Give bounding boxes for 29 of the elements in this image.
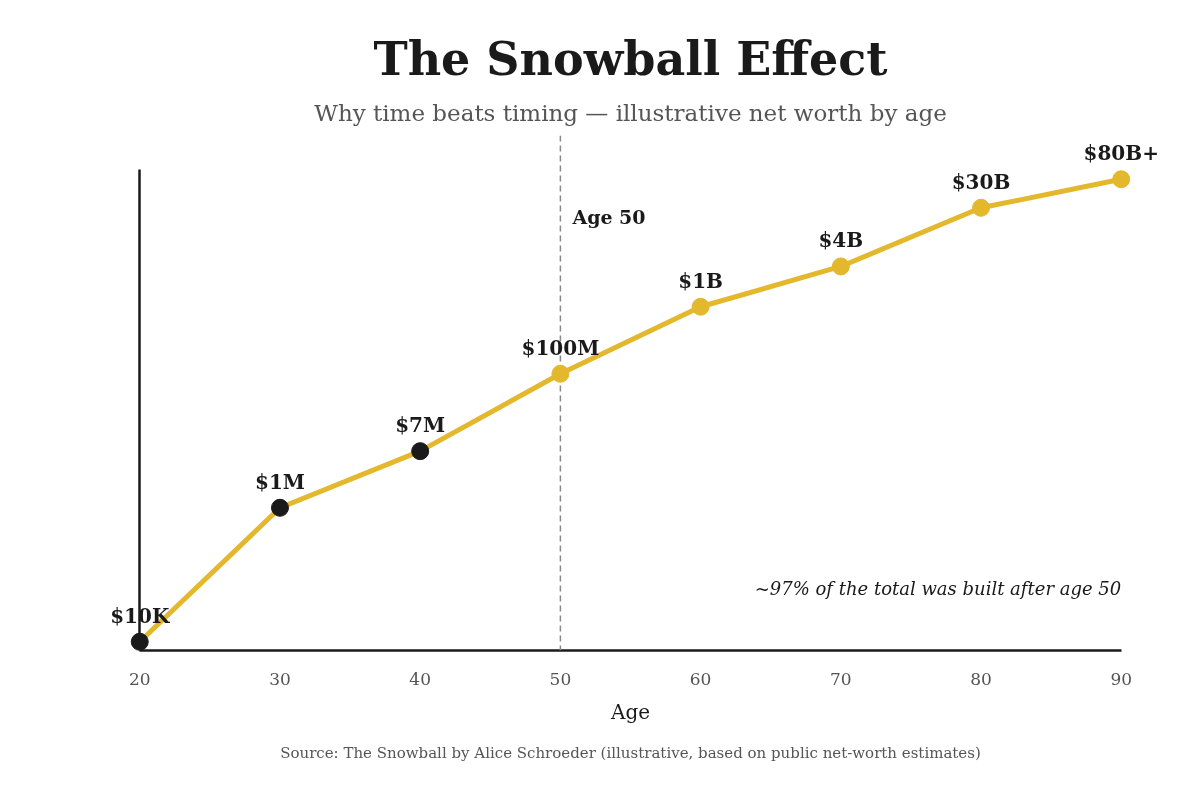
chart-subtitle: Why time beats timing — illustrative net worth by age [314,99,947,126]
chart-title: The Snowball Effect [373,31,889,86]
x-tick-label: 20 [128,668,151,689]
data-label: $80B+ [1083,141,1159,166]
point [691,297,710,316]
x-tick-label: 50 [549,668,572,689]
point [1112,170,1131,189]
point [130,632,149,651]
data-label: $1M [254,469,305,494]
point [270,498,289,517]
annotation: ~97% of the total was built after age 50 [754,578,1122,600]
x-tick-label: 70 [830,668,852,689]
data-label: $1B [678,268,723,293]
x-axis-title: Age [609,699,651,724]
point [411,442,430,461]
data-label: $4B [818,228,864,253]
ref-line-label: Age 50 [571,205,646,228]
x-tick-label: 40 [409,668,432,689]
data-label: $7M [395,413,446,438]
x-tick-label: 80 [970,668,992,689]
point [551,364,570,383]
source-note: Source: The Snowball by Alice Schroeder (illustrative, based on public net-worth estimates) [280,743,981,762]
data-label: $30B [951,169,1011,194]
x-tick-label: 60 [689,668,712,689]
data-label: $100M [521,335,600,360]
point [972,198,991,217]
x-tick-label: 90 [1110,668,1133,689]
point [831,257,850,276]
x-tick-label: 30 [269,668,291,689]
